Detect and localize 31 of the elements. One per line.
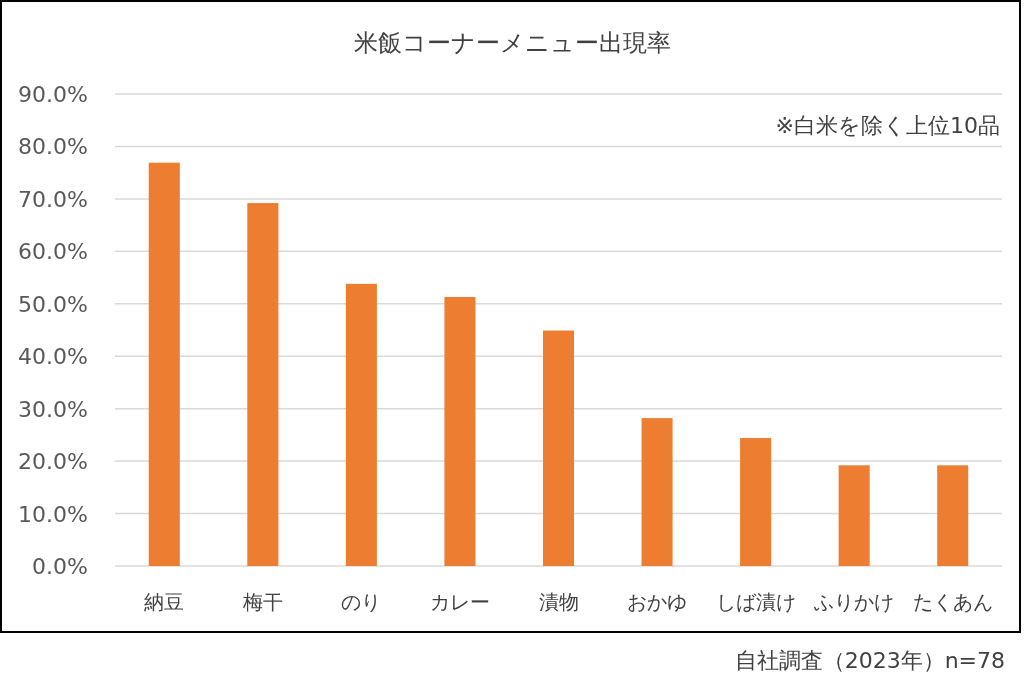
y-tick-label: 60.0% bbox=[18, 239, 88, 265]
y-tick-label: 70.0% bbox=[18, 186, 88, 212]
bar bbox=[740, 438, 772, 566]
bar bbox=[148, 162, 180, 566]
annotation: ※白米を除く上位10品 bbox=[775, 113, 1000, 138]
x-tick-label: 梅干 bbox=[241, 590, 283, 614]
y-tick-label: 40.0% bbox=[18, 344, 88, 370]
x-tick-label: ふりかけ bbox=[813, 590, 895, 614]
x-tick-label: しば漬け bbox=[715, 590, 796, 614]
y-tick-label: 0.0% bbox=[32, 554, 88, 579]
y-tick-label: 90.0% bbox=[18, 82, 88, 107]
text: 自社調査（2023年）n=78 bbox=[734, 648, 1005, 673]
bar bbox=[838, 465, 870, 566]
y-tick-label: 10.0% bbox=[18, 501, 88, 527]
y-tick-label: 30.0% bbox=[18, 396, 88, 422]
bar bbox=[247, 203, 279, 566]
x-tick-label: たくあん bbox=[912, 590, 993, 614]
y-tick-label: 50.0% bbox=[18, 291, 88, 317]
y-tick-label: 80.0% bbox=[18, 134, 88, 160]
x-tick-label: のり bbox=[341, 590, 382, 614]
bar bbox=[641, 418, 673, 566]
y-tick-label: 20.0% bbox=[18, 449, 88, 475]
x-tick-label: カレー bbox=[429, 590, 490, 614]
chart-title: 米飯コーナーメニュー出現率 bbox=[353, 29, 671, 57]
x-tick-label: おかゆ bbox=[627, 590, 688, 614]
bar bbox=[937, 465, 969, 566]
bar bbox=[542, 330, 575, 566]
bar bbox=[345, 283, 377, 566]
bar bbox=[444, 296, 476, 566]
x-tick-label: 漬物 bbox=[538, 590, 579, 614]
x-tick-label: 納豆 bbox=[144, 590, 185, 614]
